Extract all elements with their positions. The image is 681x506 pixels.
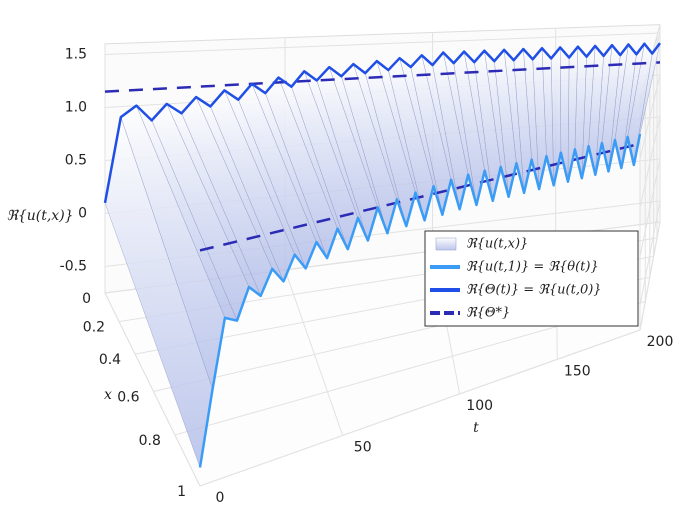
- grid-line: [199, 329, 641, 487]
- legend-swatch: [435, 237, 457, 251]
- reference-line: [104, 61, 661, 93]
- y-tick-label: 0.2: [83, 320, 105, 336]
- t-axis-label: t: [473, 420, 479, 436]
- line: [198, 133, 642, 468]
- x-tick-label: 100: [466, 398, 493, 414]
- legend-box: [424, 230, 639, 327]
- grid-line: [104, 32, 661, 55]
- grid-line: [284, 269, 344, 436]
- x-tick-label: 150: [564, 363, 591, 379]
- z-tick-label: -0.5: [60, 259, 87, 275]
- z-tick-label: 1.5: [65, 47, 87, 63]
- reference-line: [199, 142, 641, 252]
- legend-label: ℜ{u(t,1)} = ℜ{θ(t)}: [466, 260, 599, 275]
- x-tick-label: 50: [354, 439, 372, 455]
- y-tick-label: 0: [82, 291, 91, 307]
- legend-label: ℜ{Θ*}: [466, 306, 510, 321]
- x-tick-label: 200: [647, 334, 674, 350]
- z-tick-label: 0: [78, 206, 87, 222]
- grid-line: [104, 292, 201, 487]
- z-tick-label: 0.5: [65, 153, 87, 169]
- legend: ℜ{u(t,x)} ℜ{u(t,1)} = ℜ{θ(t)} ℜ{Θ(t)} = ℜ{…: [424, 230, 639, 327]
- legend-label: ℜ{Θ(t)} = ℜ{u(t,0)}: [466, 283, 602, 298]
- legend-label: ℜ{u(t,x)}: [466, 237, 528, 252]
- y-tick-label: 1: [177, 484, 186, 500]
- z-tick-label: 1.0: [65, 100, 87, 116]
- z-axis-label: ℜ{u(t,x)}: [6, 208, 73, 224]
- line: [103, 42, 662, 204]
- y-tick-label: 0.6: [117, 390, 139, 406]
- x-axis-label: x: [104, 387, 112, 403]
- x-tick-label: 0: [216, 490, 225, 502]
- y-tick-label: 0.4: [99, 352, 121, 368]
- y-tick-label: 0.8: [139, 433, 161, 449]
